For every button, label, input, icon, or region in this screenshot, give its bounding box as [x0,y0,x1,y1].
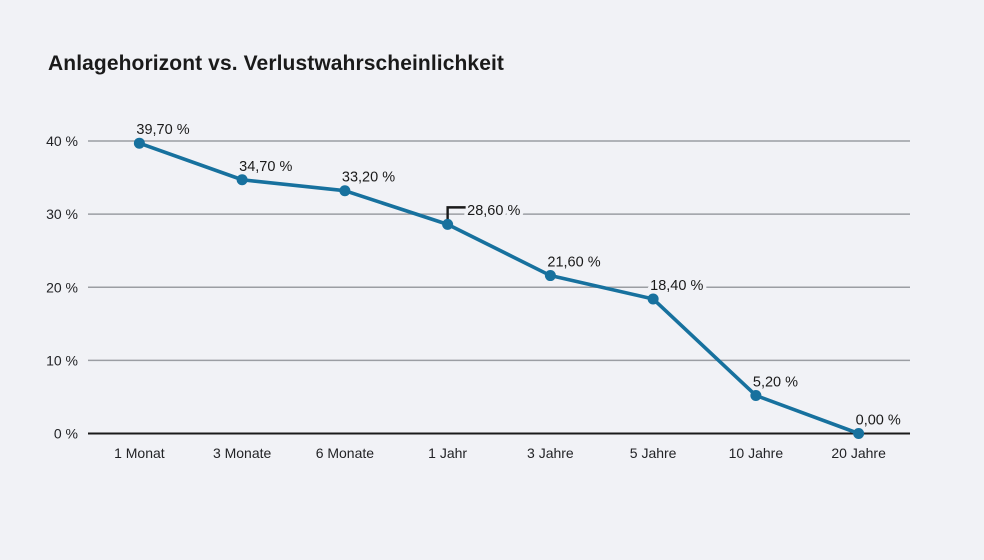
y-tick-label: 30 % [46,206,78,222]
data-point [236,174,248,186]
x-tick-label: 1 Jahr [428,445,467,461]
data-point [647,293,659,305]
data-point-label: 33,20 % [342,170,395,186]
data-point-label: 5,20 % [753,374,798,390]
data-point [853,428,865,439]
chart-title: Anlagehorizont vs. Verlustwahrscheinlich… [48,52,505,75]
y-tick-label: 40 % [46,133,78,149]
data-point [133,137,145,149]
y-tick-label: 10 % [46,352,78,368]
data-point-label: 21,60 % [547,255,600,271]
x-tick-label: 20 Jahre [831,445,886,461]
x-tick-label: 10 Jahre [729,445,784,461]
y-tick-label: 20 % [46,279,78,295]
data-point-label: 34,70 % [239,159,292,175]
y-tick-label: 0 % [54,426,78,442]
x-tick-label: 6 Monate [316,445,375,461]
callout-bracket [446,206,466,221]
x-tick-label: 1 Monat [114,445,165,461]
series-line [137,141,861,436]
data-point [339,185,351,197]
data-point-label: 39,70 % [136,122,189,138]
callout-label: 28,60 % [467,203,520,219]
x-tick-label: 3 Monate [213,445,272,461]
x-tick-label: 5 Jahre [630,445,677,461]
data-point-label: 0,00 % [856,413,901,429]
data-point [750,389,762,401]
data-point-label: 18,40 % [650,278,703,294]
data-point [544,270,556,282]
x-tick-label: 3 Jahre [527,445,574,461]
data-point [442,218,454,230]
